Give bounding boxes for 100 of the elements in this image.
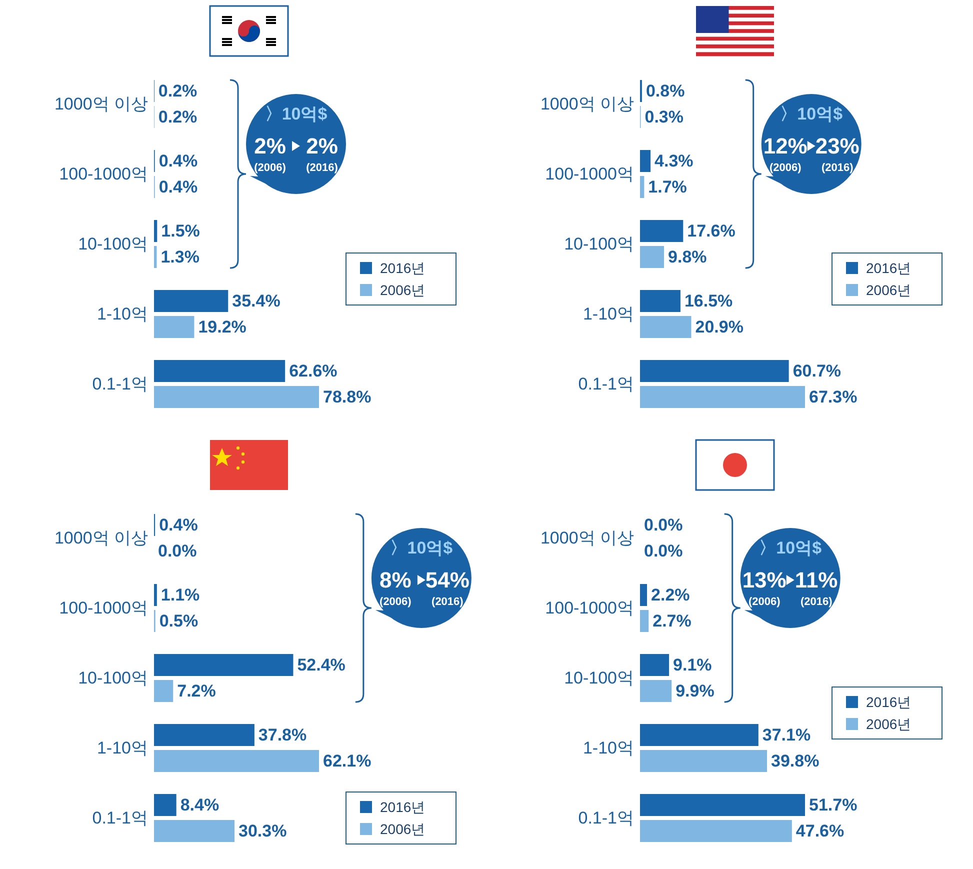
text: 〉10억$ [390, 538, 454, 558]
text: 54% [425, 568, 470, 592]
legend-label: 2006년 [380, 821, 426, 837]
data-label: 37.1% [762, 726, 811, 744]
data-label: 0.3% [644, 108, 684, 126]
data-label: 51.7% [809, 796, 858, 814]
data-label: 30.3% [238, 822, 287, 840]
y-tick-label: 10-100억 [564, 234, 634, 254]
data-label: 16.5% [684, 292, 733, 310]
data-label: 0.2% [158, 108, 198, 126]
bar [640, 360, 789, 382]
y-tick-label: 100-1000억 [545, 164, 634, 184]
y-tick-label: 10-100억 [78, 234, 148, 254]
annotation: (2016) [800, 596, 833, 608]
data-label: 78.8% [323, 388, 372, 406]
bar [154, 220, 158, 242]
bar [640, 610, 649, 632]
y-tick-label: 1000억 이상 [54, 528, 148, 548]
bar [640, 724, 758, 746]
bar [154, 584, 157, 606]
data-label: 17.6% [687, 222, 736, 240]
data-label: 1.3% [160, 248, 200, 266]
data-label: 2.7% [652, 612, 692, 630]
legend-label: 2016년 [866, 694, 912, 710]
legend-label: 2006년 [866, 716, 912, 732]
y-tick-label: 0.1-1억 [92, 808, 148, 828]
data-label: 0.2% [158, 82, 198, 100]
text: 8% [380, 568, 412, 592]
y-tick-label: 1-10억 [96, 738, 148, 758]
y-tick-label: 1000억 이상 [540, 94, 634, 114]
bar [640, 584, 648, 606]
bar [154, 246, 157, 268]
bar [154, 386, 319, 408]
bar [154, 654, 294, 676]
text: (2016) [821, 162, 854, 174]
bar [154, 794, 176, 816]
bar [154, 750, 319, 772]
bar [154, 680, 174, 702]
data-label: 0.0% [644, 516, 683, 534]
data-label: 67.3% [809, 388, 858, 406]
y-tick-label: 100-1000억 [59, 164, 148, 184]
text: (2006) [380, 596, 412, 608]
bar [154, 724, 254, 746]
annotation: 〉10억$ [264, 104, 328, 124]
bar [640, 820, 792, 842]
data-label: 0.4% [158, 178, 198, 196]
annotation: (2006) [769, 162, 802, 174]
bar [640, 654, 670, 676]
legend-label: 2016년 [380, 260, 426, 276]
data-label: 7.2% [177, 682, 216, 700]
annotation: 13% [742, 568, 786, 592]
bar [640, 150, 651, 172]
data-label: 9.8% [668, 248, 707, 266]
bar [640, 680, 672, 702]
y-tick-label: 1-10억 [96, 304, 148, 324]
bar [640, 220, 684, 242]
annotation: (2006) [748, 596, 781, 608]
bar [640, 386, 805, 408]
legend-label: 2006년 [866, 282, 912, 298]
data-label: 0.4% [158, 152, 198, 170]
annotation: 2% [306, 134, 338, 158]
data-label: 62.6% [289, 362, 338, 380]
bar [154, 820, 235, 842]
data-label: 9.9% [676, 682, 714, 700]
y-tick-label: 10-100억 [564, 668, 634, 688]
data-label: 0.5% [159, 612, 198, 630]
data-label: 0.4% [159, 516, 198, 534]
annotation: 12% [763, 134, 808, 158]
text: 23% [815, 134, 860, 158]
bar [640, 246, 664, 268]
legend-label: 2016년 [866, 260, 912, 276]
data-label: 1.5% [161, 222, 200, 240]
data-label: 4.3% [654, 152, 694, 170]
data-label: 20.9% [695, 318, 744, 336]
bar [640, 176, 644, 198]
data-label: 37.8% [258, 726, 307, 744]
annotation: (2006) [254, 162, 286, 174]
y-tick-label: 0.1-1억 [578, 374, 634, 394]
data-label: 19.2% [198, 318, 246, 336]
y-tick-label: 1000억 이상 [54, 94, 148, 114]
data-label: 1.7% [648, 178, 687, 196]
y-tick-label: 0.1-1억 [92, 374, 148, 394]
legend-label: 2016년 [380, 799, 426, 815]
data-label: 2.2% [651, 586, 690, 604]
y-tick-label: 10-100억 [78, 668, 148, 688]
bar [154, 290, 228, 312]
annotation: 〉10억$ [780, 104, 844, 124]
y-tick-label: 0.1-1억 [578, 808, 634, 828]
y-tick-label: 1000억 이상 [540, 528, 634, 548]
bar [154, 316, 194, 338]
bar [640, 750, 768, 772]
bar [640, 290, 680, 312]
data-label: 47.6% [796, 822, 844, 840]
data-label: 0.0% [158, 542, 197, 560]
data-label: 9.1% [673, 656, 712, 674]
data-label: 0.8% [646, 82, 685, 100]
annotation: (2016) [306, 162, 338, 174]
data-label: 1.1% [160, 586, 200, 604]
y-tick-label: 1-10억 [582, 738, 634, 758]
bar [640, 316, 692, 338]
